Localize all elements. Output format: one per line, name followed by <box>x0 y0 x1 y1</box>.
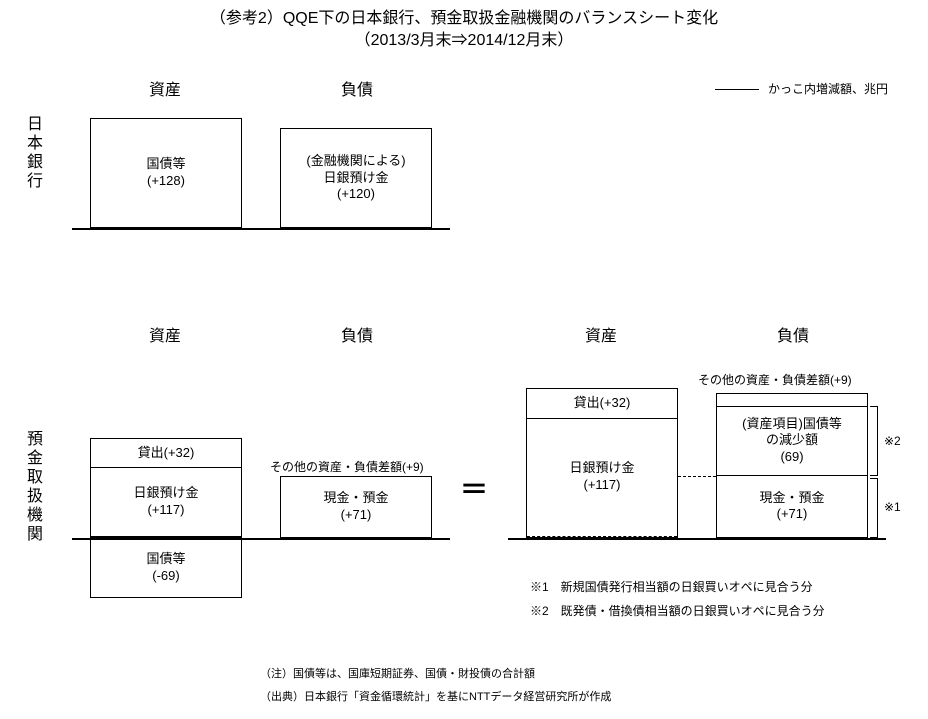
dep-rl-r1: (資産項目)国債等 の減少額 (69) <box>717 407 867 476</box>
dep-rl-r1c: (69) <box>780 449 803 466</box>
dep-left-other-diff-label: その他の資産・負債差額(+9) <box>270 458 424 475</box>
dep-rl-r2: 現金・預金 (+71) <box>717 476 867 537</box>
dep-left-baseline <box>72 538 450 540</box>
dep-rl-r2b: (+71) <box>777 506 808 523</box>
boj-asset-box: 国債等 (+128) <box>90 118 242 228</box>
col-header-depL-assets: 資産 <box>80 322 250 346</box>
bracket-2 <box>870 406 878 476</box>
dep-right-baseline <box>508 538 886 540</box>
dep-left-asset-box: 貸出(+32) 日銀預け金 (+117) 国債等 (-69) <box>90 438 242 538</box>
dashed-connector <box>678 476 716 477</box>
boj-baseline <box>72 228 450 230</box>
dep-ra-r2a: 日銀預け金 <box>569 460 634 477</box>
boj-liab-l2: 日銀預け金 <box>323 170 388 187</box>
annot-2: ※2 <box>884 434 901 448</box>
boj-liab-box: (金融機関による) 日銀預け金 (+120) <box>280 128 432 228</box>
dep-la-r2: 日銀預け金 (+117) <box>91 468 241 537</box>
col-header-depL-liab: 負債 <box>272 322 442 346</box>
dep-la-r1-text: 貸出(+32) <box>138 445 195 462</box>
dep-ll-l1: 現金・預金 <box>323 490 388 507</box>
dep-la-below-a: 国債等 <box>146 551 185 568</box>
dep-la-below-b: (-69) <box>152 568 179 585</box>
dep-left-liab-box: 現金・預金 (+71) <box>280 476 432 538</box>
dep-ra-r1: 貸出(+32) <box>527 389 677 419</box>
equals-sign: ＝ <box>460 468 488 508</box>
boj-asset-l2: (+128) <box>147 173 185 190</box>
dep-right-other-diff-label: その他の資産・負債差額(+9) <box>698 371 852 388</box>
boj-liab-l1: (金融機関による) <box>306 153 405 170</box>
title-line1: （参考2）QQE下の日本銀行、預金取扱金融機関のバランスシート変化 <box>0 8 928 30</box>
col-header-boj-assets: 資産 <box>80 76 250 100</box>
annot-1: ※1 <box>884 500 901 514</box>
dep-ra-r2b: (+117) <box>584 477 621 494</box>
dep-ra-r2: 日銀預け金 (+117) <box>527 419 677 537</box>
note-2: ※2 既発債・借換債相当額の日銀買いオペに見合う分 <box>530 602 825 619</box>
dep-la-r2a: 日銀預け金 <box>133 485 198 502</box>
dep-right-asset-box: 貸出(+32) 日銀預け金 (+117) <box>526 388 678 538</box>
col-header-depR-assets: 資産 <box>516 322 686 346</box>
legend-line-icon <box>715 89 759 90</box>
footnote-1: （注）国債等は、国庫短期証券、国債・財投債の合計額 <box>260 665 535 681</box>
col-header-boj-liab: 負債 <box>272 76 442 100</box>
title-line2: （2013/3月末⇒2014/12月末） <box>0 30 928 52</box>
section-label-dep: 預金取扱機関 <box>20 430 44 544</box>
dep-ll-l2: (+71) <box>341 507 372 524</box>
section-label-boj: 日本銀行 <box>20 115 44 191</box>
note-1: ※1 新規国債発行相当額の日銀買いオペに見合う分 <box>530 578 813 595</box>
dep-la-r1: 貸出(+32) <box>91 439 241 468</box>
boj-liab-l3: (+120) <box>337 186 375 203</box>
dep-rl-r2a: 現金・預金 <box>759 490 824 507</box>
dep-left-asset-below: 国債等 (-69) <box>90 538 242 598</box>
dep-rl-r1b: の減少額 <box>766 432 818 449</box>
footnote-2: （出典）日本銀行「資金循環統計」を基にNTTデータ経営研究所が作成 <box>260 688 611 704</box>
col-header-depR-liab: 負債 <box>708 322 878 346</box>
dep-la-r2b: (+117) <box>148 502 185 519</box>
bracket-1 <box>870 478 878 538</box>
dep-right-liab-box: (資産項目)国債等 の減少額 (69) 現金・預金 (+71) <box>716 393 868 538</box>
dep-ra-r1-text: 貸出(+32) <box>574 395 631 412</box>
legend: かっこ内増減額、兆円 <box>715 80 888 97</box>
dep-rl-top <box>717 394 867 407</box>
boj-asset-l1: 国債等 <box>146 156 185 173</box>
dep-rl-r1a: (資産項目)国債等 <box>742 416 842 433</box>
legend-text: かっこ内増減額、兆円 <box>768 82 888 96</box>
